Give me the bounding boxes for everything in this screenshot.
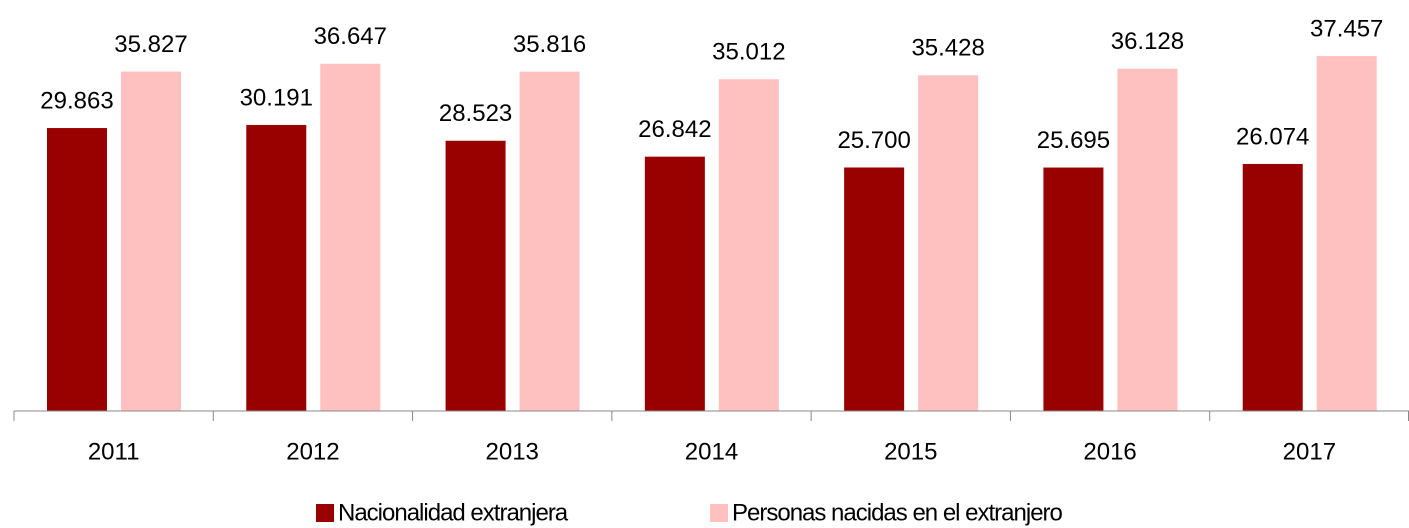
data-label: 35.428 <box>911 35 984 62</box>
data-label: 30.191 <box>240 84 313 111</box>
bar <box>644 156 705 411</box>
data-label: 36.128 <box>1111 28 1184 55</box>
data-label: 35.012 <box>712 39 785 66</box>
bar <box>1117 68 1178 412</box>
bar <box>246 124 307 411</box>
bar <box>918 75 979 411</box>
legend-swatch <box>710 504 728 522</box>
legend-label: Personas nacidas en el extranjero <box>732 499 1063 526</box>
x-tick-label: 2011 <box>88 438 140 465</box>
bar <box>519 71 580 411</box>
legend-label: Nacionalidad extranjera <box>338 499 569 526</box>
data-label: 26.074 <box>1236 123 1309 150</box>
data-label: 25.700 <box>837 127 910 154</box>
bar <box>1316 56 1377 412</box>
x-tick-label: 2016 <box>1083 438 1136 465</box>
x-tick-label: 2013 <box>486 438 539 465</box>
bar <box>1242 163 1303 411</box>
data-label: 37.457 <box>1310 15 1383 42</box>
x-tick-label: 2015 <box>884 438 937 465</box>
data-label: 28.523 <box>439 100 512 127</box>
data-label: 35.827 <box>114 31 187 58</box>
bar <box>47 128 107 411</box>
bar <box>445 140 506 411</box>
x-tick-label: 2012 <box>286 438 339 465</box>
data-label: 26.842 <box>638 116 711 143</box>
x-tick-label: 2017 <box>1283 438 1336 465</box>
bar <box>320 63 381 411</box>
bar <box>844 167 905 411</box>
bar <box>121 71 181 411</box>
data-label: 36.647 <box>314 23 387 50</box>
data-label: 25.695 <box>1037 127 1110 154</box>
data-label: 29.863 <box>40 87 113 114</box>
bar <box>718 79 779 412</box>
bar <box>1043 167 1104 411</box>
data-label: 35.816 <box>513 31 586 58</box>
x-tick-label: 2014 <box>685 438 738 465</box>
legend-swatch <box>316 504 334 522</box>
